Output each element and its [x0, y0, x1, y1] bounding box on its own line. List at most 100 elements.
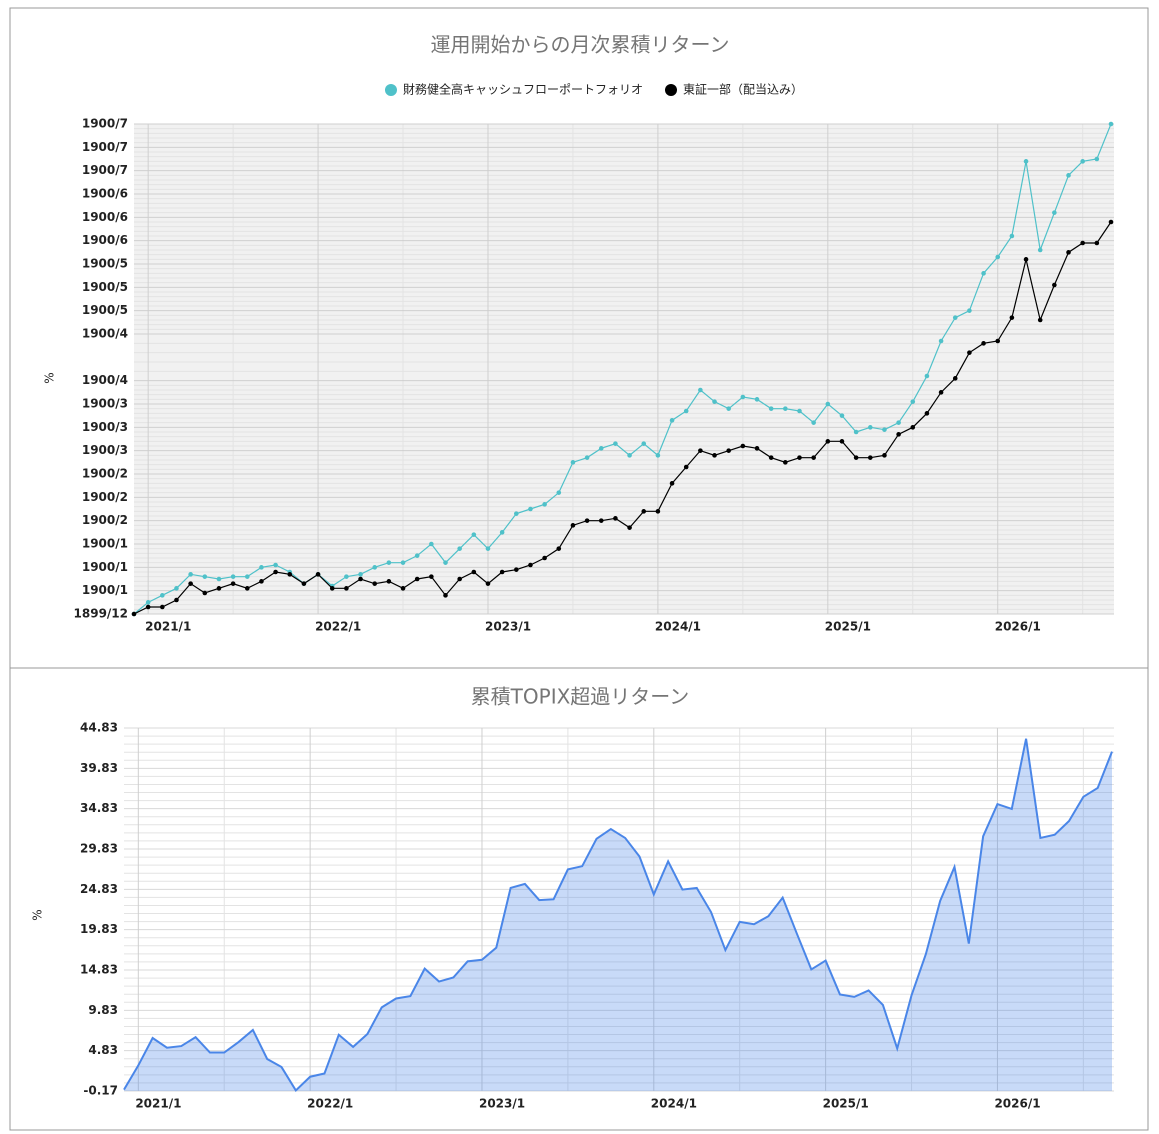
point — [669, 418, 675, 423]
point — [230, 581, 236, 586]
point — [896, 432, 901, 437]
point — [1108, 121, 1114, 127]
point — [655, 453, 661, 458]
y-tick-label: 1900/5 — [82, 257, 128, 271]
x-tick-label: 2024/1 — [651, 1097, 697, 1111]
point — [344, 586, 349, 591]
point — [867, 455, 873, 460]
point — [910, 399, 916, 404]
point — [811, 420, 816, 425]
y-tick-label: 1900/3 — [82, 443, 128, 457]
y-tick-label: 14.83 — [80, 963, 118, 977]
point — [160, 593, 165, 598]
point — [188, 581, 193, 586]
point — [698, 448, 703, 453]
point — [528, 562, 533, 568]
legend: 財務健全高キャッシュフローポートフォリオ 東証一部（配当込み） — [384, 82, 803, 97]
point — [1080, 159, 1085, 164]
point — [485, 581, 491, 586]
point — [825, 439, 831, 444]
y-tick-label: 1900/1 — [82, 560, 128, 574]
point — [740, 394, 746, 400]
point — [655, 509, 661, 514]
point — [811, 455, 816, 460]
y-tick-label: 1900/4 — [82, 327, 128, 341]
point — [981, 271, 986, 276]
point — [1108, 219, 1114, 225]
point — [556, 546, 562, 551]
point — [768, 406, 774, 411]
point — [188, 572, 193, 577]
x-tick-label: 2023/1 — [479, 1097, 525, 1111]
point — [542, 555, 547, 561]
point — [202, 590, 208, 596]
point — [216, 586, 222, 591]
point — [627, 453, 632, 458]
y-tick-label: 1900/7 — [82, 117, 128, 131]
y-tick-label: 1900/2 — [82, 490, 128, 504]
point — [528, 506, 533, 512]
point — [514, 567, 519, 572]
point — [301, 581, 307, 586]
point — [386, 579, 392, 584]
point — [174, 597, 179, 603]
point — [924, 373, 930, 379]
plot-area — [134, 124, 1114, 614]
point — [783, 460, 788, 465]
y-axis-label: % — [31, 909, 45, 920]
point — [613, 516, 618, 521]
y-tick-label: -0.17 — [83, 1084, 118, 1098]
point — [230, 574, 236, 579]
point — [1080, 240, 1085, 246]
point — [981, 341, 986, 346]
point — [429, 574, 434, 579]
x-tick-label: 2025/1 — [823, 1097, 869, 1111]
point — [797, 455, 802, 460]
point — [712, 453, 717, 458]
plot-area — [124, 728, 1114, 1091]
y-tick-label: 34.83 — [80, 801, 118, 815]
y-tick-label: 39.83 — [80, 761, 118, 775]
point — [1052, 210, 1057, 215]
y-tick-label: 1900/3 — [82, 397, 128, 411]
point — [315, 572, 321, 577]
y-tick-label: 1900/7 — [82, 140, 128, 154]
y-tick-label: 9.83 — [88, 1003, 118, 1017]
point — [1023, 257, 1029, 262]
point — [584, 455, 590, 460]
point — [244, 586, 250, 591]
chart-title: 累積TOPIX超過リターン — [471, 685, 690, 709]
y-tick-label: 44.83 — [80, 721, 118, 735]
point — [867, 425, 873, 430]
point — [669, 481, 675, 486]
x-tick-label: 2023/1 — [485, 620, 531, 634]
point — [910, 425, 916, 430]
point — [598, 518, 604, 523]
point — [400, 586, 406, 591]
x-tick-label: 2022/1 — [315, 620, 361, 634]
series-line — [133, 221, 1112, 615]
y-tick-label: 1900/1 — [82, 537, 128, 551]
point — [259, 579, 264, 584]
y-tick-label: 1900/7 — [82, 163, 128, 177]
point — [853, 455, 859, 460]
point — [372, 581, 378, 586]
point — [683, 464, 689, 470]
point — [938, 390, 944, 395]
point — [344, 574, 349, 579]
y-tick-label: 4.83 — [88, 1043, 118, 1057]
point — [967, 308, 972, 313]
y-axis-label: % — [43, 372, 57, 383]
y-tick-label: 1900/2 — [82, 513, 128, 527]
point — [485, 546, 491, 551]
point — [273, 562, 278, 568]
point — [570, 460, 576, 465]
point — [952, 376, 958, 381]
legend-marker — [384, 84, 397, 96]
point — [570, 523, 576, 528]
point — [740, 443, 746, 449]
point — [1023, 159, 1029, 164]
y-tick-label: 1900/5 — [82, 303, 128, 317]
point — [372, 565, 378, 570]
